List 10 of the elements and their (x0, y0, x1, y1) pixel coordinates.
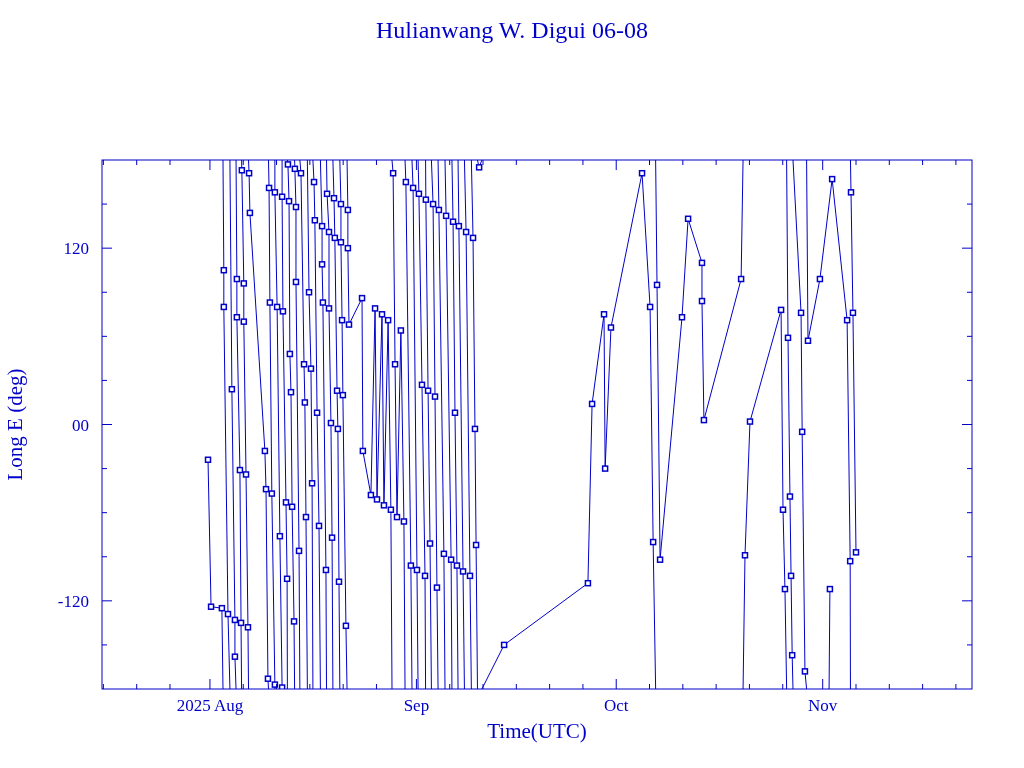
x-tick-label: 2025 Aug (176, 696, 244, 715)
x-tick-label: Sep (403, 696, 430, 715)
y-axis-title: Long E (deg) (3, 368, 27, 481)
x-tick-label: Oct (603, 696, 629, 715)
x-tick-label: Nov (808, 696, 838, 715)
y-tick-label: -120 (57, 591, 89, 611)
y-tick-label: 120 (63, 239, 89, 259)
x-axis-title: Time(UTC) (487, 719, 587, 743)
y-tick-label: 00 (72, 415, 89, 435)
chart-title: Hulianwang W. Digui 06-08 (376, 17, 648, 43)
